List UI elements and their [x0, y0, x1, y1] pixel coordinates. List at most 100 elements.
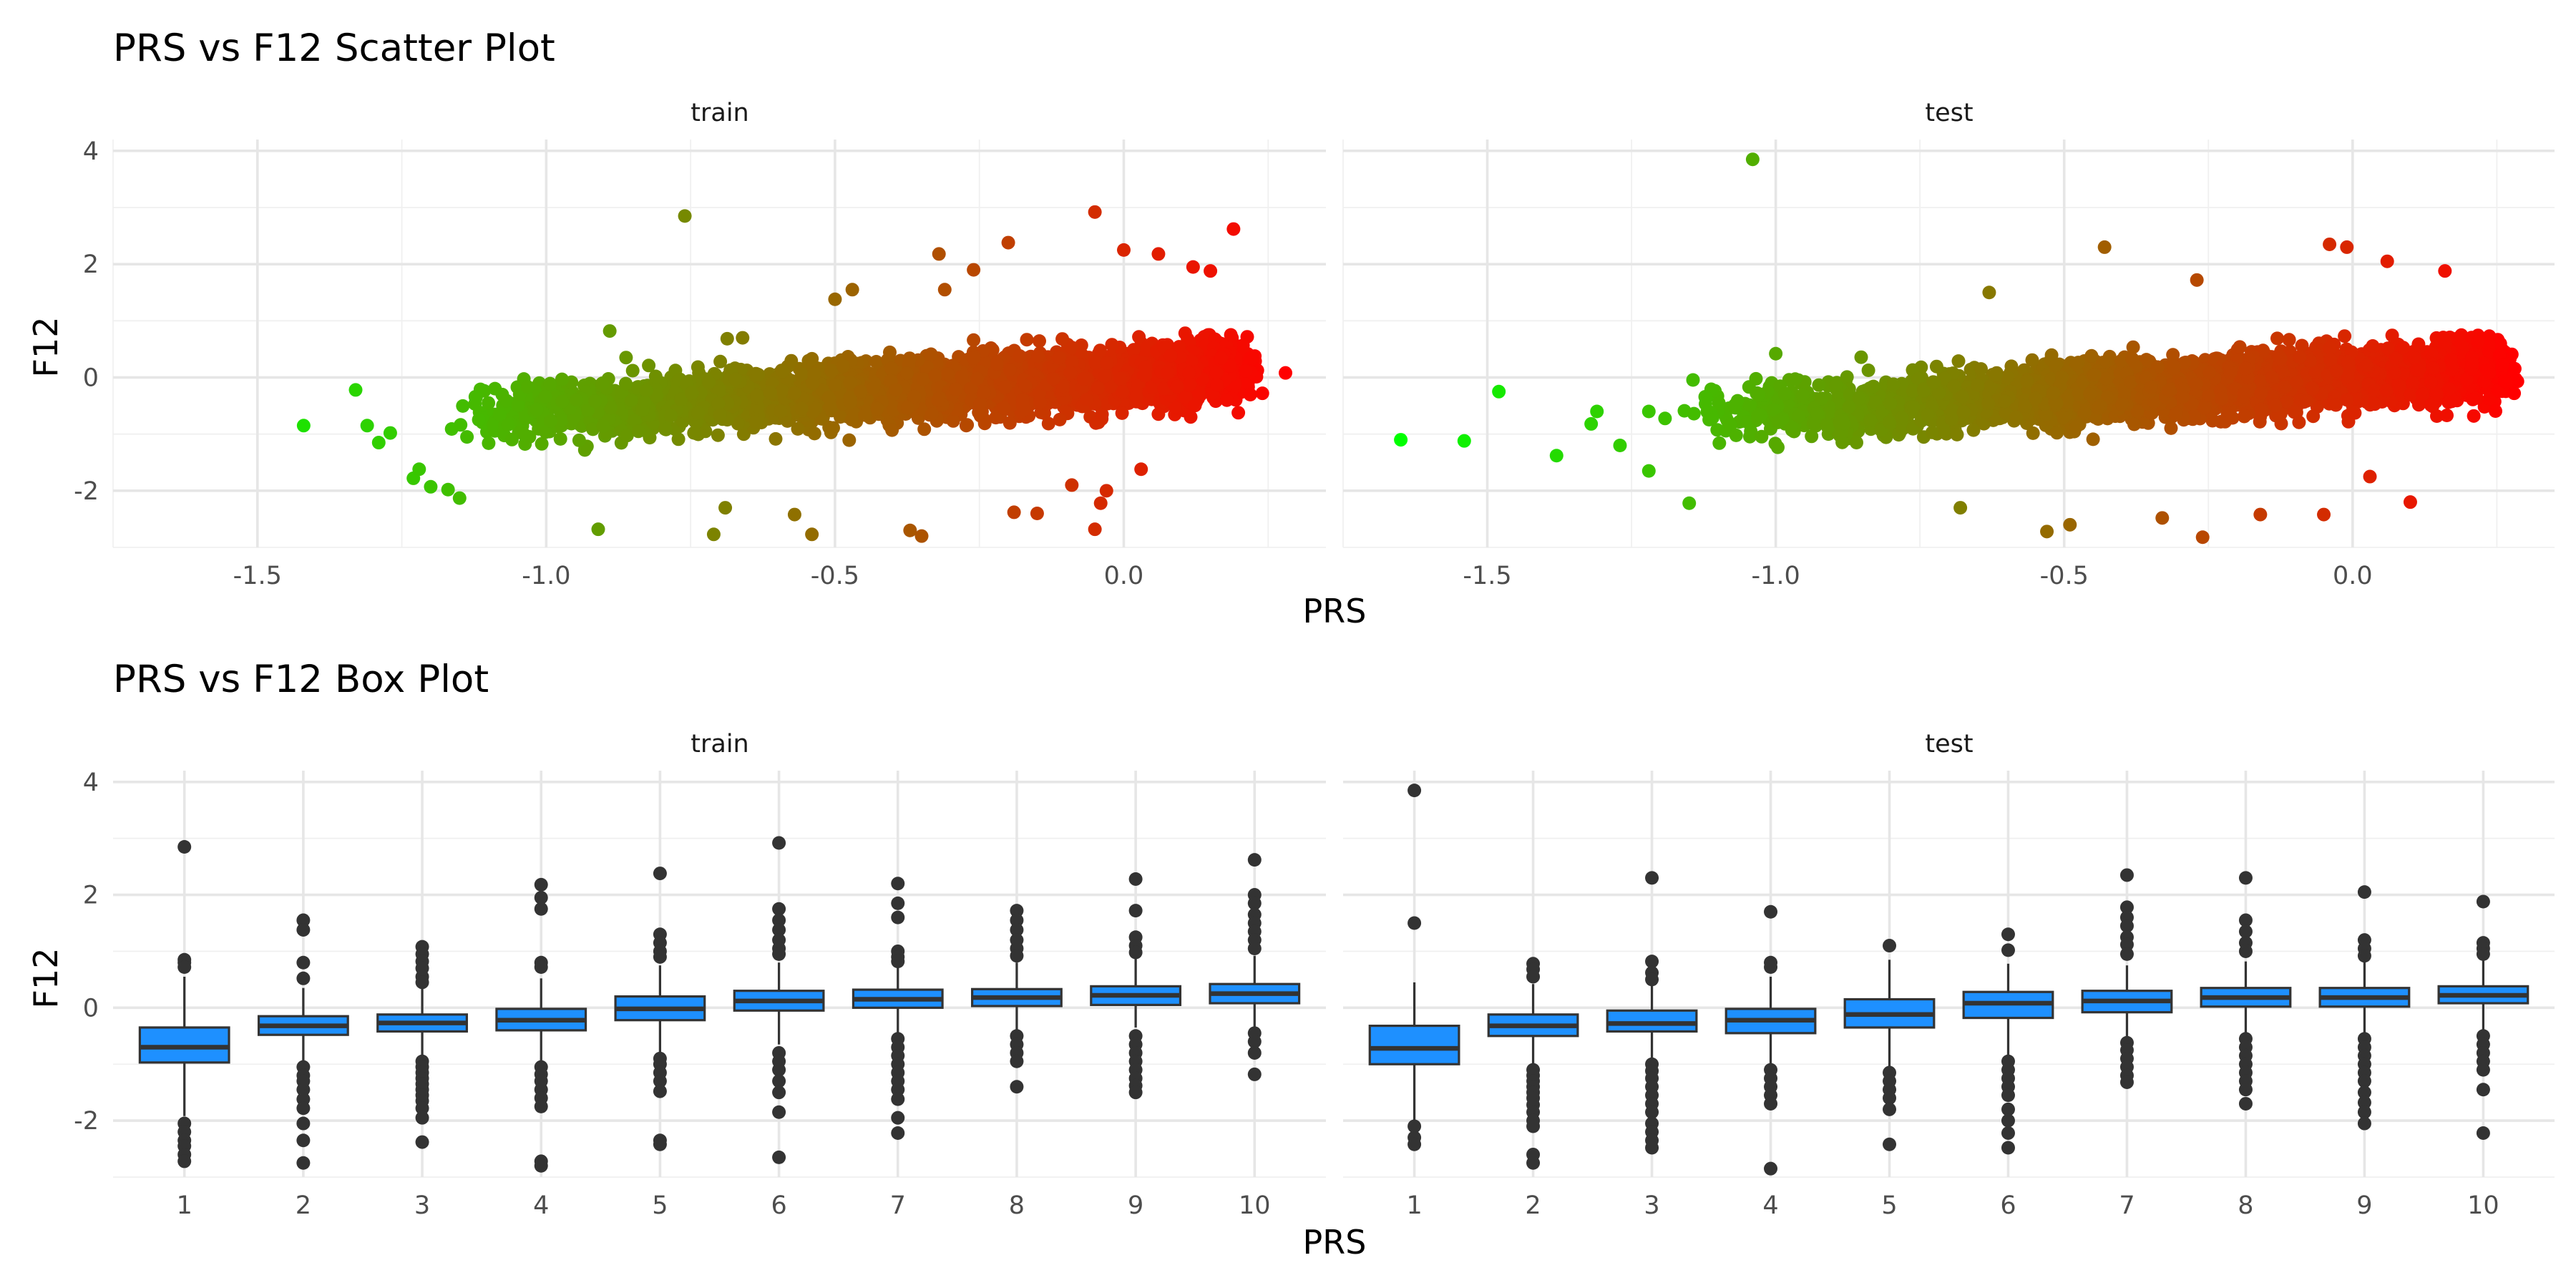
scatter-bulk-point: [639, 384, 653, 398]
scatter-point: [296, 419, 311, 433]
scatter-panel-test: test -1.5 -1.0 -0.5 0.0: [1342, 99, 2555, 590]
scatter-bulk-point: [555, 372, 569, 386]
scatter-bulk-point: [1018, 379, 1033, 393]
scatter-bulk-point: [543, 414, 557, 428]
scatter-point: [736, 331, 750, 345]
scatter-bulk-point: [713, 408, 727, 422]
scatter-bulk-point: [1053, 412, 1067, 426]
scatter-point: [360, 419, 374, 433]
scatter-bulk-point: [687, 426, 701, 440]
scatter-bulk-point: [1093, 343, 1107, 358]
scatter-bulk-point: [769, 431, 783, 446]
y-tick-label: 4: [83, 137, 99, 166]
scatter-point: [1088, 205, 1102, 219]
scatter-bulk-point: [713, 354, 728, 369]
scatter-bulk-point: [884, 361, 899, 376]
scatter-bulk-point: [787, 386, 801, 400]
scatter-bulk-point: [648, 369, 663, 384]
scatter-point: [1279, 366, 1292, 380]
scatter-bulk-point: [1098, 369, 1112, 384]
scatter-point: [1186, 260, 1200, 274]
scatter-bulk-point: [1033, 334, 1046, 348]
scatter-bulk-point: [828, 378, 842, 392]
scatter-point: [371, 436, 386, 450]
scatter-bulk-point: [842, 433, 857, 447]
scatter-bulk-point: [1163, 348, 1178, 363]
scatter-bulk-point: [1138, 369, 1153, 383]
scatter-bulk-point: [619, 351, 633, 365]
scatter-bulk-point: [460, 430, 474, 444]
scatter-bulk-point: [468, 397, 482, 411]
scatter-bulk-point: [1077, 372, 1091, 386]
scatter-bulk-point: [826, 421, 840, 435]
y-tick-label: 2: [83, 250, 99, 279]
scatter-point: [441, 482, 455, 497]
scatter-bulk-point: [691, 360, 705, 374]
scatter-strip-train: train: [691, 99, 748, 127]
scatter-bulk-point: [883, 345, 897, 359]
scatter-bulk-point: [1132, 330, 1146, 344]
scatter-bulk-point: [472, 413, 486, 427]
scatter-bulk-point: [775, 384, 789, 398]
scatter-point: [591, 522, 605, 537]
scatter-bulk-point: [1239, 364, 1253, 378]
scatter-point: [1088, 522, 1102, 537]
scatter-point: [1226, 222, 1241, 236]
scatter-bulk-point: [1151, 407, 1166, 421]
scatter-bulk-point: [1113, 371, 1127, 386]
scatter-bulk-point: [482, 436, 496, 450]
scatter-bulk-point: [1224, 328, 1238, 342]
scatter-test-points: [1394, 152, 2524, 545]
scatter-bulk-point: [664, 409, 678, 423]
scatter-bulk-point: [1220, 393, 1234, 407]
scatter-bulk-point: [955, 370, 969, 384]
scatter-bulk-point: [1188, 399, 1202, 413]
scatter-bulk-point: [836, 358, 850, 373]
scatter-bulk-point: [1214, 351, 1229, 365]
scatter-bulk-point: [736, 427, 751, 441]
scatter-bulk-point: [990, 356, 1004, 371]
scatter-bulk-point: [454, 418, 468, 432]
scatter-bulk-point: [619, 376, 633, 391]
scatter-bulk-point: [1002, 363, 1017, 377]
scatter-bulk-point: [775, 364, 789, 379]
scatter-bulk-point: [572, 433, 586, 447]
scatter-bulk-point: [867, 381, 880, 395]
scatter-bulk-point: [907, 389, 922, 404]
scatter-bulk-point: [916, 372, 930, 386]
scatter-bulk-point: [685, 386, 698, 400]
scatter-bulk-point: [1127, 343, 1141, 357]
scatter-point: [845, 283, 859, 297]
scatter-train-x-ticks: -1.5 -1.0 -0.5 0.0: [233, 562, 1144, 590]
scatter-bulk-point: [631, 424, 645, 439]
scatter-bulk-point: [499, 394, 514, 408]
scatter-point: [1001, 235, 1015, 250]
scatter-bulk-point: [902, 351, 917, 366]
scatter-bulk-point: [456, 399, 470, 413]
scatter-point: [967, 263, 981, 277]
scatter-bulk-point: [967, 333, 981, 347]
scatter-bulk-point: [588, 394, 602, 409]
scatter-point: [1099, 484, 1113, 498]
scatter-title: PRS vs F12 Scatter Plot: [113, 26, 555, 70]
scatter-bulk-point: [625, 364, 640, 378]
scatter-bulk-point: [1105, 338, 1119, 352]
scatter-bulk-point: [794, 401, 809, 416]
scatter-point: [1007, 505, 1021, 519]
scatter-bulk-point: [924, 347, 938, 361]
scatter-bulk-point: [807, 367, 821, 381]
scatter-bulk-point: [596, 419, 610, 434]
scatter-bulk-point: [900, 366, 914, 381]
scatter-bulk-point: [728, 372, 743, 386]
scatter-bulk-point: [702, 375, 716, 389]
scatter-point: [1151, 247, 1166, 261]
scatter-bulk-point: [858, 408, 872, 422]
scatter-point: [932, 247, 946, 261]
scatter-point: [828, 292, 842, 306]
scatter-point: [1030, 507, 1044, 520]
scatter-point: [1255, 386, 1269, 401]
scatter-point: [383, 426, 397, 440]
scatter-bulk-point: [843, 375, 857, 389]
x-tick-label: -1.5: [233, 562, 282, 590]
